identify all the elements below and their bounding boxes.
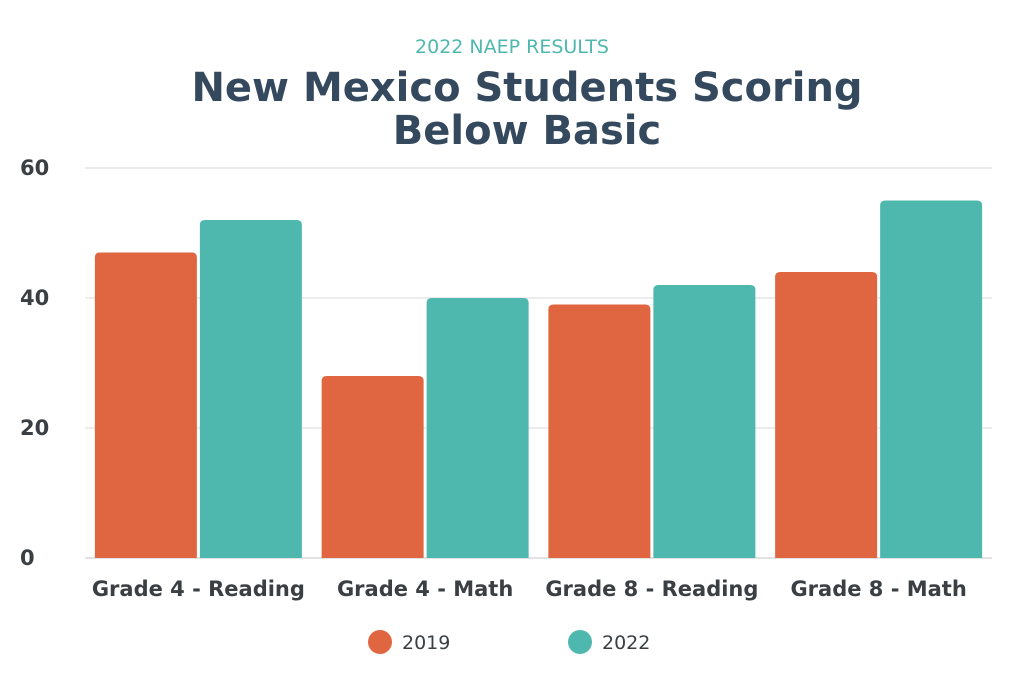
chart-title-line-1: New Mexico Students Scoring [191, 65, 862, 111]
bar-2019 [548, 304, 651, 558]
bar-2019 [94, 252, 197, 558]
x-axis-labels: Grade 4 - Reading Grade 4 - Math Grade 8 -… [92, 577, 967, 601]
category-label: Grade 8 - Reading [545, 577, 758, 601]
y-tick-label: 40 [20, 286, 49, 310]
category-label: Grade 8 - Math [790, 577, 966, 601]
category-label: Grade 4 - Math [337, 577, 513, 601]
bar-2019 [775, 272, 878, 558]
y-axis-ticks: 0 20 40 60 [20, 156, 49, 570]
legend: 2019 2022 [368, 630, 650, 654]
bar-2022 [653, 285, 756, 558]
y-tick-label: 0 [20, 546, 35, 570]
y-tick-label: 60 [20, 156, 49, 180]
legend-marker-2022 [568, 630, 592, 654]
y-tick-label: 20 [20, 416, 49, 440]
legend-label: 2022 [602, 632, 650, 654]
bar-2022 [199, 220, 302, 558]
chart-subtitle: 2022 NAEP RESULTS [415, 36, 609, 58]
bar-2022 [880, 200, 983, 558]
chart-title-line-2: Below Basic [393, 108, 661, 154]
legend-label: 2019 [402, 632, 450, 654]
bar-2022 [426, 298, 529, 558]
legend-marker-2019 [368, 630, 392, 654]
bars [94, 200, 983, 558]
category-label: Grade 4 - Reading [92, 577, 305, 601]
bar-2019 [321, 376, 424, 558]
